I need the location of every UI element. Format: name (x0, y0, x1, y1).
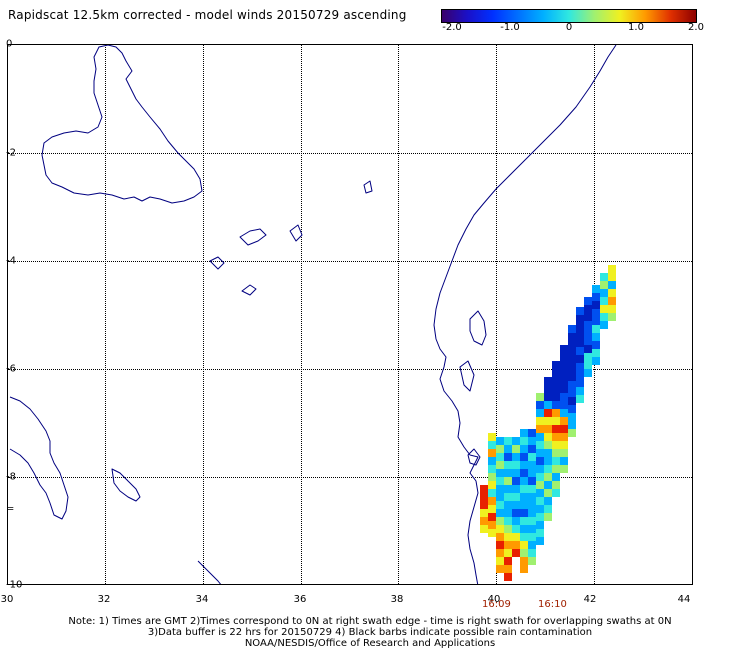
lon-label: 42 (583, 594, 597, 605)
grid-line (8, 369, 692, 370)
lat-label: -6 (6, 363, 16, 375)
colorbar (441, 9, 697, 23)
grid-line (8, 477, 692, 478)
colorbar-tick: 1.0 (628, 22, 644, 33)
grid-line (105, 45, 106, 584)
lon-label: 38 (390, 594, 404, 605)
chart-title: Rapidscat 12.5km corrected - model winds… (8, 8, 407, 22)
zanzibar-island (469, 310, 487, 346)
footnote-credit: NOAA/NESDIS/Office of Research and Appli… (244, 638, 496, 649)
map-panel (7, 44, 693, 585)
small-lake (241, 284, 257, 296)
lat-label: -8 (6, 471, 16, 483)
mafia-island (467, 448, 481, 466)
grid-line (203, 45, 204, 584)
lon-label: 32 (97, 594, 111, 605)
small-lake (239, 228, 267, 246)
swath-time-label: 16:09 (482, 599, 511, 610)
lon-label: 36 (293, 594, 307, 605)
grid-line (301, 45, 302, 584)
lat-label: -2 (6, 147, 16, 159)
colorbar-tick: 0 (565, 22, 573, 33)
east-africa-coastline (433, 45, 617, 584)
grid-line (8, 153, 692, 154)
swath-time-label: 16:10 (538, 599, 567, 610)
footnote-line-2: 3)Data buffer is 22 hrs for 20150729 4) … (147, 627, 593, 638)
footnote-line-1: Note: 1) Times are GMT 2)Times correspon… (68, 616, 672, 627)
colorbar-tick: -2.0 (442, 22, 462, 33)
coastline-layer (9, 45, 617, 584)
lake-tanganyika-coastline (9, 396, 69, 520)
colorbar-tick: 2.0 (688, 22, 704, 33)
lat-label: -4 (6, 255, 16, 267)
lon-label: 30 (0, 594, 14, 605)
wind-swath (480, 265, 616, 581)
lake-malawi-coastline (197, 560, 222, 584)
lat-label: -10 (6, 579, 23, 591)
grid-line (398, 45, 399, 584)
lake-rukwa-coastline (111, 468, 141, 502)
grid-line (8, 261, 692, 262)
map-canvas (9, 45, 617, 584)
lat-label: 0 (6, 38, 13, 50)
grid-line (496, 45, 497, 584)
lake-victoria-coastline (41, 45, 203, 204)
small-lake (289, 224, 303, 242)
lat-label: = (6, 503, 15, 515)
small-lake (209, 256, 225, 270)
small-lake (363, 180, 373, 194)
pemba-island (459, 360, 475, 392)
lon-label: 40 (487, 594, 501, 605)
lon-label: 34 (195, 594, 209, 605)
lon-label: 44 (677, 594, 691, 605)
colorbar-tick: -1.0 (500, 22, 520, 33)
